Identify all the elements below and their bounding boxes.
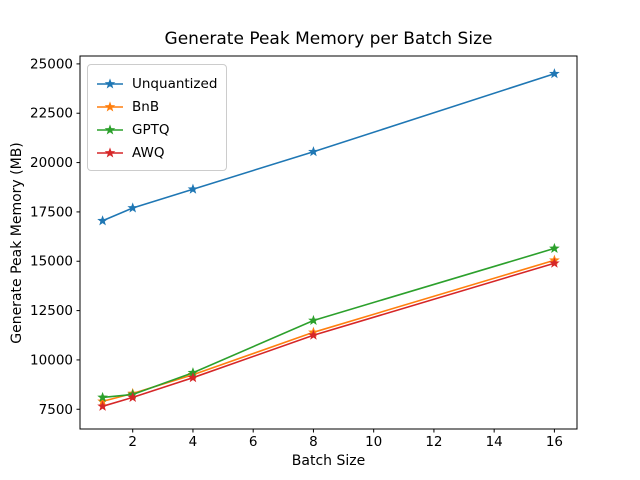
legend: Unquantized BnB GPTQ AWQ <box>87 64 228 171</box>
legend-label: Unquantized <box>132 75 218 92</box>
legend-item-awq: AWQ <box>96 141 217 164</box>
legend-marker-icon <box>97 77 123 89</box>
legend-label: GPTQ <box>132 121 170 138</box>
x-tick-label: 4 <box>189 434 198 450</box>
series-line-awq <box>102 262 555 408</box>
data-point-marker-awq <box>308 329 319 340</box>
data-point-marker-unquantized <box>308 146 319 157</box>
data-point-marker-gptq <box>549 242 560 253</box>
y-tick-label: 22500 <box>30 106 73 122</box>
data-point-marker-awq <box>549 257 560 268</box>
data-point-marker-unquantized <box>549 68 560 79</box>
y-tick-label: 12500 <box>30 303 73 319</box>
data-point-marker-awq <box>127 391 139 402</box>
data-point-marker-unquantized <box>127 202 139 213</box>
y-tick-label: 7500 <box>39 402 73 418</box>
legend-label: AWQ <box>132 144 165 161</box>
y-tick-label: 25000 <box>30 56 73 72</box>
y-tick-label: 20000 <box>30 155 73 171</box>
x-tick-label: 16 <box>546 434 563 450</box>
data-point-marker-awq <box>97 400 108 411</box>
x-axis-label: Batch Size <box>291 453 366 469</box>
chart-title: Generate Peak Memory per Batch Size <box>164 29 493 49</box>
legend-label: BnB <box>132 98 160 115</box>
y-tick-label: 17500 <box>30 204 73 220</box>
data-point-marker-gptq <box>97 391 108 402</box>
x-tick-label: 8 <box>309 434 318 450</box>
x-tick-label: 14 <box>486 434 503 450</box>
legend-marker-icon <box>97 100 123 112</box>
x-tick-label: 6 <box>249 434 258 450</box>
y-axis-label: Generate Peak Memory (MB) <box>9 142 25 344</box>
data-point-marker-unquantized <box>187 183 199 194</box>
data-point-marker-awq <box>187 372 199 383</box>
x-tick-label: 12 <box>425 434 442 450</box>
legend-item-gptq: GPTQ <box>96 118 217 141</box>
data-point-marker-unquantized <box>97 215 108 226</box>
axes-frame <box>79 55 578 430</box>
legend-marker-icon <box>97 123 123 135</box>
legend-item-bnb: BnB <box>96 95 217 118</box>
series-line-gptq <box>102 247 555 399</box>
y-tick-label: 15000 <box>30 254 73 270</box>
y-tick-label: 10000 <box>30 352 73 368</box>
x-tick-label: 2 <box>128 434 137 450</box>
legend-marker-icon <box>97 146 123 158</box>
x-tick-label: 10 <box>365 434 382 450</box>
data-point-marker-gptq <box>308 314 319 325</box>
legend-item-unquantized: Unquantized <box>96 72 217 95</box>
